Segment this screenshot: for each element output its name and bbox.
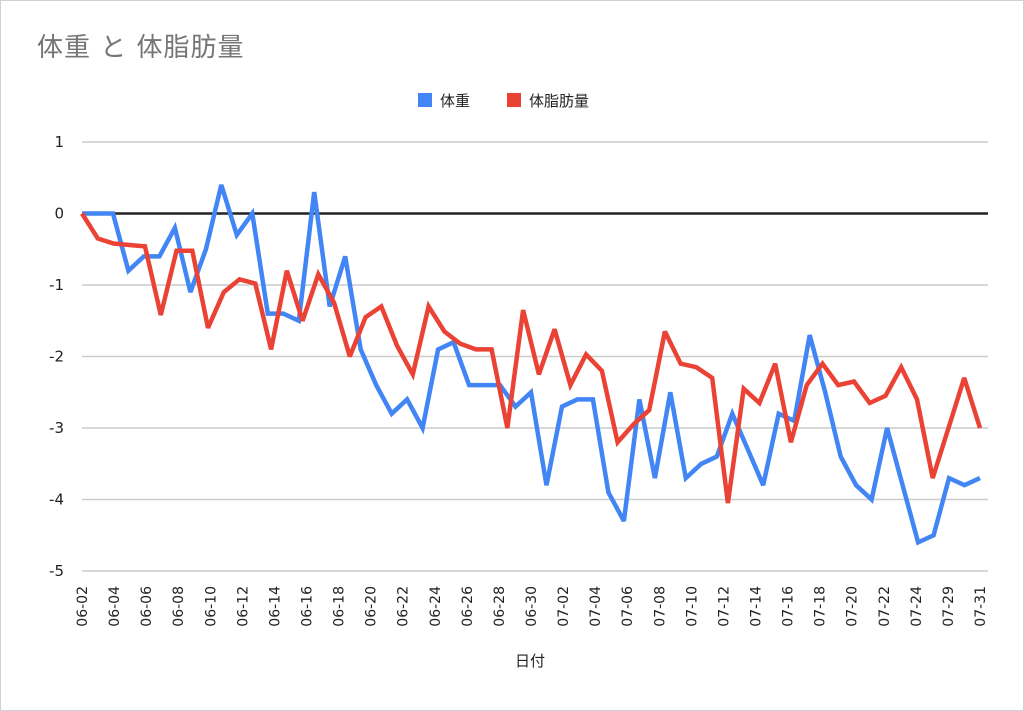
y-tick-label: -3 xyxy=(49,419,64,437)
x-tick-label: 06-08 xyxy=(171,586,187,627)
x-tick-label: 06-24 xyxy=(428,586,444,627)
x-tick-label: 06-30 xyxy=(524,586,540,627)
y-axis-ticks: 1 0 -1 -2 -3 -4 -5 xyxy=(49,133,64,580)
x-tick-label: 06-10 xyxy=(203,586,219,627)
x-tick-label: 06-18 xyxy=(332,586,348,627)
grid-layer xyxy=(82,141,988,572)
x-tick-label: 07-14 xyxy=(749,586,765,627)
x-tick-label: 07-22 xyxy=(877,586,893,627)
legend: 体重 体脂肪量 xyxy=(418,92,589,110)
legend-swatch-weight xyxy=(418,93,432,107)
x-tick-label: 07-20 xyxy=(845,586,861,627)
legend-swatch-body-fat xyxy=(507,93,521,107)
x-tick-label: 06-12 xyxy=(235,586,251,627)
x-axis-ticks: 06-02 06-04 06-06 06-08 06-10 06-12 06-14 06-16… xyxy=(75,586,989,627)
x-tick-label: 07-02 xyxy=(556,586,572,627)
x-axis-title: 日付 xyxy=(515,652,545,670)
x-tick-label: 06-06 xyxy=(139,586,155,627)
x-tick-label: 07-24 xyxy=(909,586,925,627)
series-line-weight xyxy=(82,184,981,546)
x-tick-label: 07-29 xyxy=(941,586,957,627)
x-tick-label: 07-06 xyxy=(620,586,636,627)
x-tick-label: 06-16 xyxy=(300,586,316,627)
legend-label-weight: 体重 xyxy=(440,92,470,110)
x-tick-label: 06-26 xyxy=(460,586,476,627)
x-tick-label: 07-08 xyxy=(652,586,668,627)
y-tick-label: 0 xyxy=(54,205,64,223)
y-tick-label: -4 xyxy=(49,491,64,509)
x-tick-label: 07-10 xyxy=(684,586,700,627)
series-line-body-fat xyxy=(80,212,983,504)
x-tick-label: 06-22 xyxy=(396,586,412,627)
x-tick-label: 06-02 xyxy=(75,586,91,627)
y-tick-label: -1 xyxy=(49,276,64,294)
x-tick-label: 06-14 xyxy=(267,586,283,627)
x-tick-label: 06-04 xyxy=(107,586,123,627)
x-tick-label: 06-28 xyxy=(492,586,508,627)
x-tick-label: 07-16 xyxy=(781,586,797,627)
x-tick-label: 07-04 xyxy=(588,586,604,627)
chart-title: 体重 と 体脂肪量 xyxy=(37,33,245,63)
x-tick-label: 07-18 xyxy=(813,586,829,627)
y-tick-label: -2 xyxy=(49,348,64,366)
y-tick-label: -5 xyxy=(49,562,64,580)
series-layer xyxy=(80,184,983,546)
y-tick-label: 1 xyxy=(54,133,64,151)
x-tick-label: 07-31 xyxy=(973,586,989,627)
x-tick-label: 06-20 xyxy=(364,586,380,627)
legend-label-body-fat: 体脂肪量 xyxy=(529,92,589,110)
x-tick-label: 07-12 xyxy=(716,586,732,627)
